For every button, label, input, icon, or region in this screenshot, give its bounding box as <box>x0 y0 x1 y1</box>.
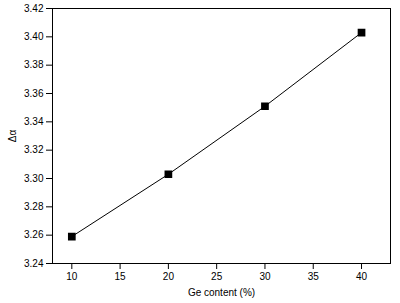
svg-text:25: 25 <box>211 271 223 282</box>
svg-text:3.34: 3.34 <box>24 116 44 127</box>
svg-text:Ge content (%): Ge content (%) <box>188 287 255 298</box>
svg-text:35: 35 <box>308 271 320 282</box>
svg-text:20: 20 <box>163 271 175 282</box>
svg-text:3.40: 3.40 <box>24 31 44 42</box>
svg-text:3.36: 3.36 <box>24 88 44 99</box>
svg-text:3.26: 3.26 <box>24 229 44 240</box>
svg-text:3.42: 3.42 <box>24 3 44 14</box>
svg-text:Δα: Δα <box>7 130 18 143</box>
svg-text:3.24: 3.24 <box>24 258 44 269</box>
svg-text:3.30: 3.30 <box>24 173 44 184</box>
svg-text:30: 30 <box>259 271 271 282</box>
svg-text:3.28: 3.28 <box>24 201 44 212</box>
svg-text:15: 15 <box>115 271 127 282</box>
svg-text:3.32: 3.32 <box>24 144 44 155</box>
svg-text:40: 40 <box>356 271 368 282</box>
svg-text:3.38: 3.38 <box>24 59 44 70</box>
svg-text:10: 10 <box>66 271 78 282</box>
